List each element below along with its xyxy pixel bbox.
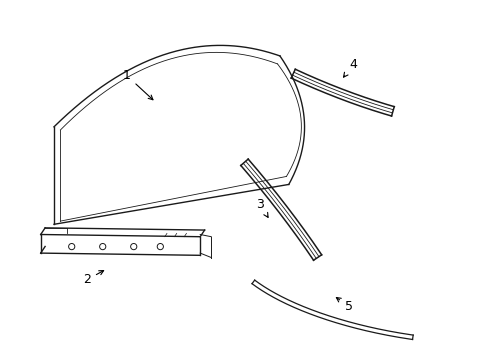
- Text: 5: 5: [336, 297, 352, 313]
- Text: 3: 3: [256, 198, 267, 217]
- Text: 4: 4: [343, 58, 356, 77]
- Text: 1: 1: [123, 69, 153, 100]
- Text: 2: 2: [83, 271, 103, 286]
